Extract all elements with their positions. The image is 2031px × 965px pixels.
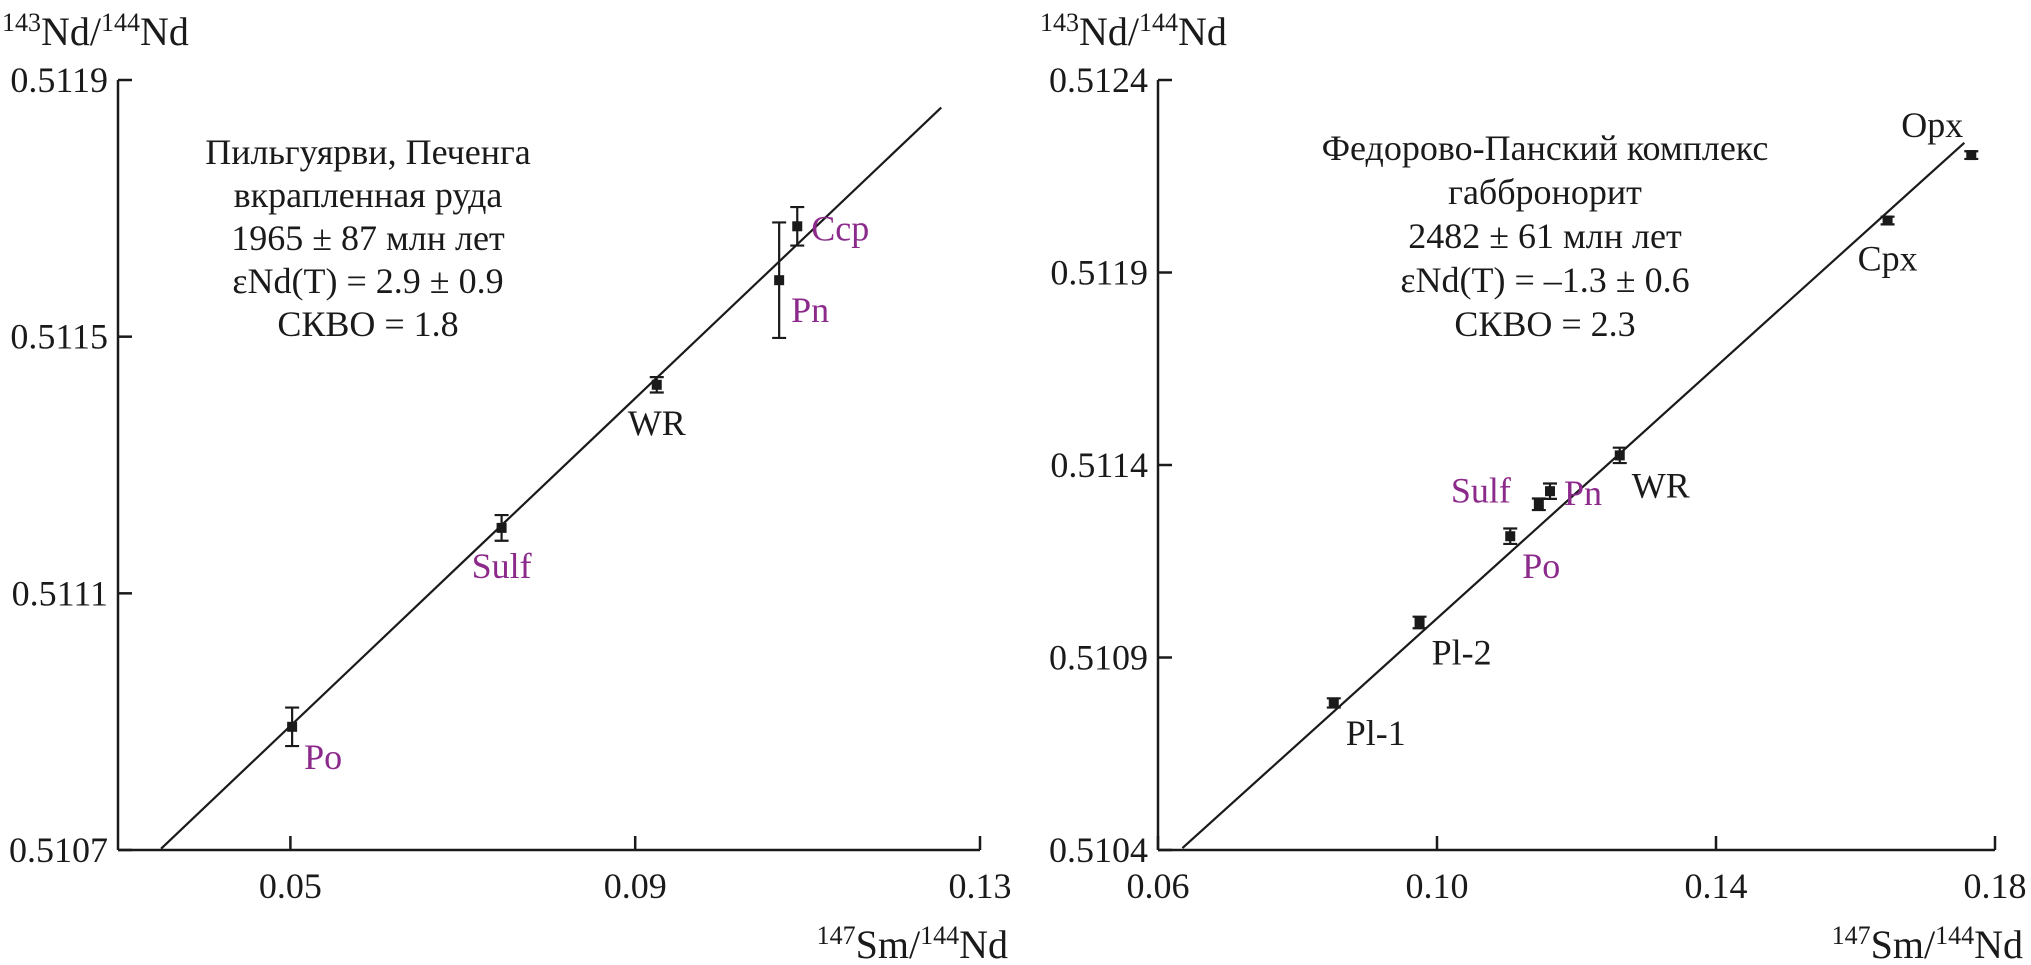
annotation-line: вкрапленная руда: [234, 175, 503, 215]
point-label: WR: [628, 403, 686, 443]
data-point: [1533, 499, 1544, 510]
x-tick-label: 0.09: [604, 866, 667, 906]
data-point: [1505, 531, 1516, 542]
y-tick-label: 0.5111: [12, 573, 108, 613]
point-label: Sulf: [1451, 470, 1511, 510]
x-tick-label: 0.06: [1127, 866, 1190, 906]
y-tick-label: 0.5107: [9, 830, 108, 870]
annotation-line: 2482 ± 61 млн лет: [1408, 216, 1682, 256]
point-label: Po: [1522, 546, 1560, 586]
y-tick-label: 0.5115: [10, 317, 108, 357]
y-tick-label: 0.5114: [1050, 445, 1148, 485]
data-point: [651, 379, 662, 390]
annotation-line: СКВО = 1.8: [277, 304, 458, 344]
annotation-line: Федорово-Панский комплекс: [1322, 128, 1769, 168]
data-point: [287, 721, 298, 732]
annotation-line: СКВО = 2.3: [1454, 304, 1635, 344]
data-point: [1544, 486, 1555, 497]
isochron-line: [1181, 141, 1966, 849]
y-tick-label: 0.5119: [1050, 253, 1148, 293]
data-point: [1414, 617, 1425, 628]
y-tick-label: 0.5124: [1049, 60, 1148, 100]
data-point: [1966, 150, 1977, 161]
x-tick-label: 0.14: [1685, 866, 1748, 906]
data-point: [496, 522, 507, 533]
data-point: [1328, 697, 1339, 708]
point-label: WR: [1632, 465, 1690, 505]
x-axis-title: 147Sm/144Nd: [817, 921, 1008, 965]
point-label: Po: [304, 737, 342, 777]
y-tick-label: 0.5104: [1049, 830, 1148, 870]
data-point: [1614, 450, 1625, 461]
x-tick-label: 0.18: [1964, 866, 2027, 906]
point-label: Cpx: [1858, 239, 1918, 279]
y-axis-title: 143Nd/144Nd: [2, 8, 189, 54]
annotation-line: Пильгуярви, Печенга: [205, 132, 531, 172]
data-point: [1882, 215, 1893, 226]
point-label: Pn: [1564, 473, 1602, 513]
point-label: Pn: [791, 290, 829, 330]
data-point: [792, 221, 803, 232]
data-point: [774, 275, 785, 286]
annotation-line: 1965 ± 87 млн лет: [231, 218, 505, 258]
x-tick-label: 0.05: [259, 866, 322, 906]
y-axis-title: 143Nd/144Nd: [1040, 8, 1227, 54]
point-label: Opx: [1901, 105, 1963, 145]
annotation-line: εNd(T) = 2.9 ± 0.9: [232, 261, 503, 301]
point-label: Sulf: [472, 546, 532, 586]
point-label: Pl-1: [1346, 713, 1406, 753]
y-tick-label: 0.5119: [10, 60, 108, 100]
point-label: Ccp: [811, 208, 869, 248]
point-label: Pl-2: [1432, 632, 1492, 672]
left-isochron-panel: 0.5107 0.5111 0.5115 0.5119 0.05 0.09 0.13 143N…: [2, 8, 1012, 965]
y-tick-label: 0.5109: [1049, 638, 1148, 678]
right-isochron-panel: 0.5104 0.5109 0.5114 0.5119 0.5124 0.06 0.10 0.…: [1040, 8, 2027, 965]
x-axis-title: 147Sm/144Nd: [1832, 921, 2023, 965]
x-tick-label: 0.10: [1406, 866, 1469, 906]
annotation-line: габбронорит: [1448, 172, 1642, 212]
x-tick-label: 0.13: [949, 866, 1012, 906]
annotation-line: εNd(T) = –1.3 ± 0.6: [1400, 260, 1689, 300]
